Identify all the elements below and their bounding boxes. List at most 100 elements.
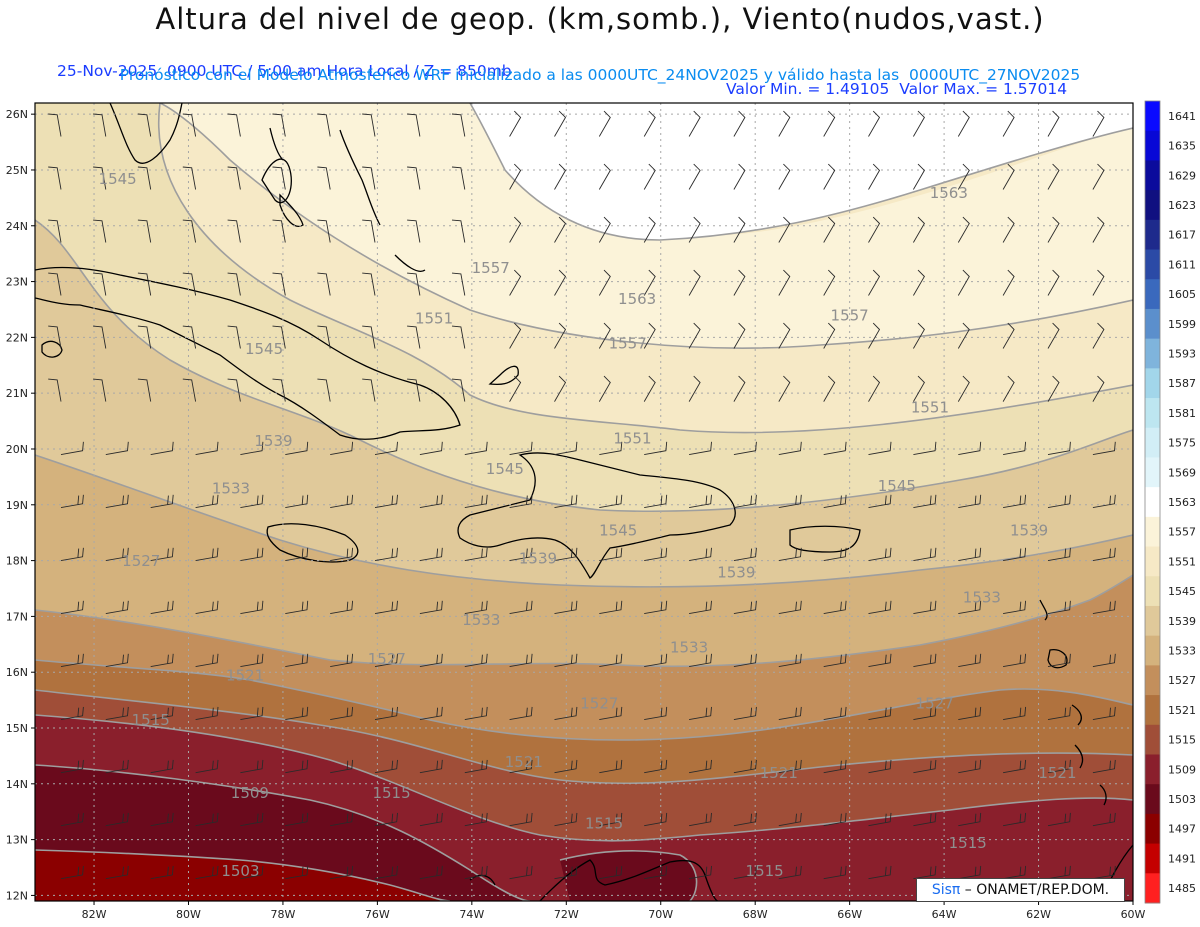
wind-barb (407, 113, 421, 137)
wind-barb (330, 865, 354, 880)
wind-barb (509, 547, 533, 562)
contour-label: 1551 (911, 399, 949, 417)
wind-barb (688, 110, 701, 137)
wind-barb (182, 325, 197, 349)
wind-barb (1002, 216, 1015, 243)
wind-barb (317, 219, 331, 243)
colorbar-swatch (1145, 724, 1160, 755)
wind-barb (958, 865, 982, 880)
wind-barb (1002, 163, 1015, 190)
wind-barb (1047, 653, 1071, 668)
colorbar: 1641 1635 1629 1623 1617 1611 1605 1599 1593 1587… (1144, 100, 1196, 904)
wind-barb (688, 216, 701, 243)
contour-label: 1521 (226, 667, 264, 685)
wind-barb (1092, 110, 1105, 137)
wind-barb (137, 378, 152, 402)
wind-barb (823, 812, 847, 827)
wind-barb (957, 375, 970, 402)
wind-barb (598, 216, 611, 243)
wind-barb (227, 272, 241, 296)
wind-barb (823, 216, 836, 243)
value-range-text: Valor Min. = 1.49105 Valor Max. = 1.5701… (726, 80, 1068, 98)
wind-barb (1092, 441, 1116, 456)
wind-barb (240, 812, 264, 827)
wind-barb (509, 706, 533, 721)
contour-label: 1515 (949, 834, 987, 852)
wind-barb (643, 216, 656, 243)
lat-label: 14N (6, 778, 28, 791)
wind-barb (868, 865, 892, 880)
wind-barb (554, 269, 567, 296)
valid-time-text: 25-Nov-2025 0900 UTC / 5:00 am Hora Loca… (57, 62, 512, 80)
colorbar-swatch (1145, 487, 1160, 518)
wind-barb (599, 812, 623, 827)
colorbar-swatch (1145, 784, 1160, 815)
colorbar-label: 1599 (1168, 318, 1196, 331)
wind-barb (374, 600, 398, 615)
contour-label: 1527 (368, 650, 406, 668)
wind-barb (419, 706, 443, 721)
wind-barb (272, 325, 286, 349)
wind-barb (554, 494, 578, 509)
wind-barb (509, 322, 522, 349)
wind-barb (330, 653, 354, 668)
wind-barb (195, 653, 219, 668)
wind-barb (93, 113, 107, 137)
wind-barb (689, 759, 712, 774)
contour-label: 1527 (916, 694, 954, 712)
wind-barb (599, 653, 623, 668)
wind-barb (285, 706, 309, 721)
wind-barb (733, 865, 757, 880)
wind-barb (105, 494, 129, 509)
wind-barb (195, 759, 219, 774)
wind-barb (1092, 547, 1116, 562)
contour-label: 1539 (519, 549, 557, 567)
wind-barb (240, 441, 264, 456)
wind-barb (868, 759, 892, 774)
wind-barb (182, 378, 197, 402)
wind-barb (778, 547, 802, 562)
lat-label: 16N (6, 666, 28, 679)
wind-barb (913, 653, 937, 668)
colorbar-swatch (1145, 843, 1160, 874)
wind-barb (823, 706, 847, 721)
wind-barb (957, 163, 970, 190)
wind-barb (823, 375, 836, 402)
contour-label: 1563 (930, 184, 968, 202)
wind-barb (643, 375, 656, 402)
wind-barb (554, 375, 567, 402)
wind-barb (823, 441, 847, 456)
wind-barb (60, 865, 84, 880)
wind-barb (48, 378, 62, 402)
wind-barb (272, 113, 286, 137)
colorbar-swatch (1145, 635, 1160, 666)
wind-barb (464, 706, 488, 721)
wind-barb (227, 219, 241, 243)
wind-barb (599, 865, 623, 880)
wind-barb (958, 812, 982, 827)
colorbar-label: 1575 (1168, 437, 1196, 450)
wind-barb (868, 812, 892, 827)
contour-label: 1521 (1038, 764, 1076, 782)
wind-barb (1092, 653, 1116, 668)
wind-barb (451, 378, 466, 402)
contour-label: 1551 (415, 309, 453, 327)
wind-barb (1003, 865, 1027, 880)
wind-barb (60, 812, 84, 827)
wind-barb (362, 272, 376, 296)
wind-barb (407, 166, 421, 190)
colorbar-swatch (1145, 308, 1160, 340)
wind-barb (60, 441, 84, 456)
wind-barb (285, 653, 309, 668)
wind-barb (733, 375, 746, 402)
subtitle-row: 25-Nov-2025 0900 UTC / 5:00 am Hora Loca… (0, 44, 1200, 98)
wind-barb (362, 325, 376, 349)
wind-barb (195, 865, 219, 880)
wind-barb (689, 812, 712, 827)
wind-barb (285, 547, 309, 562)
wind-barb (913, 269, 925, 296)
wind-barb (464, 441, 488, 456)
contour-label: 1557 (609, 335, 647, 353)
contour-label: 1521 (760, 764, 798, 782)
wind-barb (778, 865, 802, 880)
